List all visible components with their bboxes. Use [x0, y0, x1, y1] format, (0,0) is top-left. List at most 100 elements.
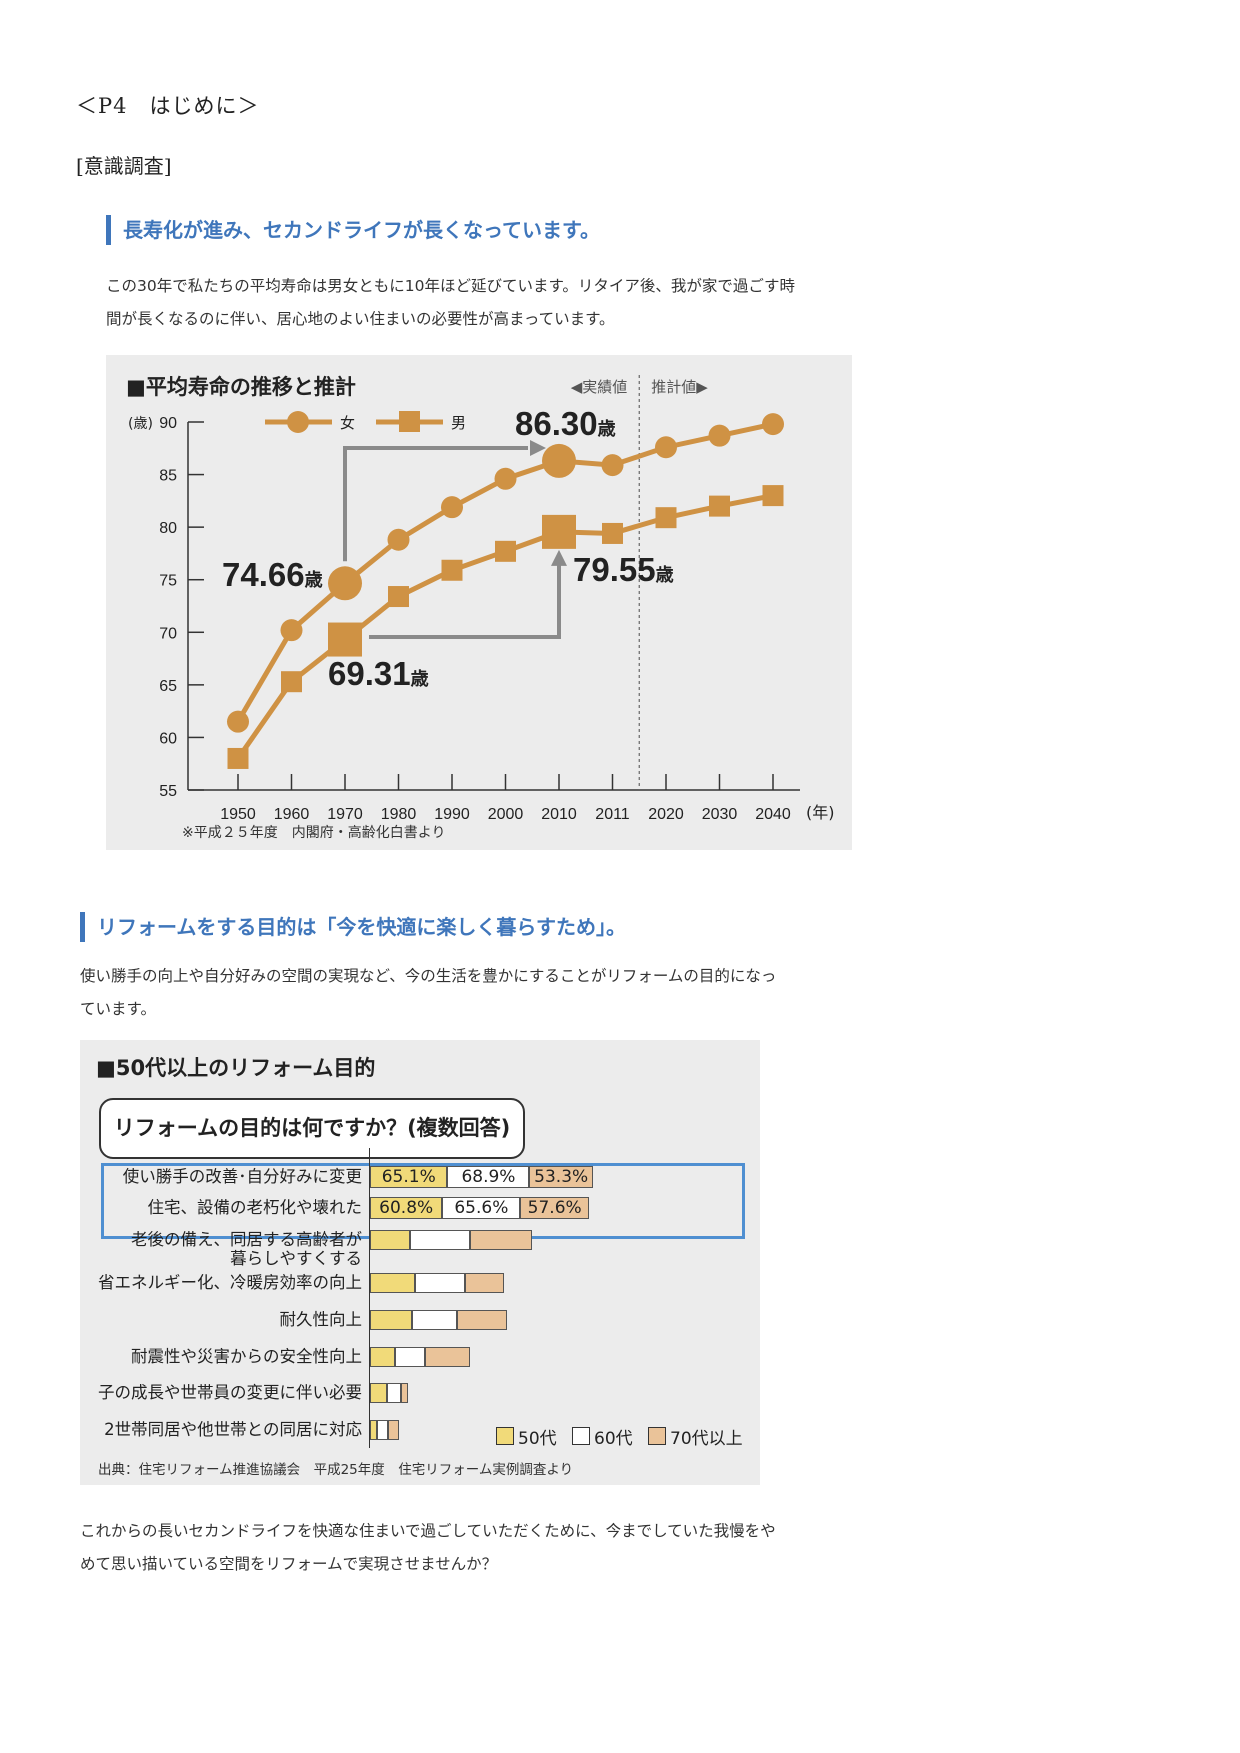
bar-segment-60s: 68.9%: [447, 1166, 530, 1188]
male-data-point: [762, 485, 784, 507]
bar-segment-70s: [465, 1273, 505, 1293]
bar-segment-60s: 65.6%: [442, 1197, 521, 1219]
x-tick-label: 1970: [327, 806, 363, 823]
bar-segment-50s: 65.1%: [370, 1166, 448, 1188]
legend-female-label: 女: [340, 414, 355, 432]
female-data-point: [542, 443, 576, 478]
bar-value-label: 53.3%: [534, 1167, 589, 1187]
legend-female-marker: [287, 411, 309, 433]
bar-segment-50s: [370, 1383, 387, 1403]
female-1970-callout: 74.66歳: [222, 556, 323, 593]
male-data-point: [655, 507, 677, 529]
bar-value-label: 65.1%: [381, 1167, 436, 1187]
female-data-point: [762, 413, 784, 436]
bar-baseline: [369, 1148, 370, 1448]
category-label: 省エネルギー化、冷暖房効率の向上: [98, 1273, 362, 1292]
y-tick-label: 80: [159, 520, 177, 537]
bar-segment-50s: [370, 1420, 378, 1440]
male-arrow-head: [551, 549, 567, 566]
legend-swatch-60s: [572, 1427, 590, 1445]
male-increase-arrow: [369, 563, 561, 639]
x-tick-label: 2011: [595, 806, 630, 823]
bar-segment-50s: 60.8%: [370, 1197, 443, 1219]
x-tick-label: 1950: [220, 806, 256, 823]
category-label: 耐久性向上: [279, 1310, 363, 1329]
male-data-point: [227, 747, 249, 769]
male-data-point: [495, 540, 516, 562]
bar-value-label: 60.8%: [379, 1198, 434, 1218]
category-label: 暮らしやすくする: [230, 1249, 362, 1268]
x-tick-label: 1990: [434, 806, 470, 823]
bar-segment-60s: [394, 1347, 425, 1367]
bar-segment-70s: [400, 1383, 409, 1403]
x-tick-label: 2020: [648, 806, 684, 823]
legend-male-label: 男: [451, 414, 466, 432]
legend-70s: 70代以上: [670, 1429, 743, 1449]
male-data-point: [709, 495, 730, 517]
bar-segment-60s: [410, 1230, 470, 1250]
bar-segment-70s: 53.3%: [529, 1166, 593, 1188]
section1-heading: 長寿化が進み、セカンドライフが長くなっています。: [106, 215, 600, 245]
bar-segment-60s: [386, 1383, 401, 1403]
category-label: 子の成長や世帯員の変更に伴い必要: [98, 1383, 362, 1402]
survey-subtitle: [意識調査]: [76, 154, 172, 178]
y-tick-label: 55: [159, 783, 177, 800]
bar-segment-50s: [370, 1310, 412, 1330]
female-data-point: [708, 424, 731, 447]
female-data-point: [494, 467, 517, 490]
male-series-line: [235, 493, 774, 760]
male-data-point: [602, 522, 623, 544]
female-increase-arrow: [343, 446, 528, 562]
chart2-title: ■50代以上のリフォーム目的: [96, 1056, 376, 1080]
section2-heading: リフォームをする目的は「今を快適に楽しく暮らすため」。: [80, 912, 626, 942]
closing-line1: これからの長いセカンドライフを快適な住まいで過ごしていただくために、今までしてい…: [80, 1522, 776, 1540]
bar-segment-60s: [411, 1310, 457, 1330]
female-2010-callout: 86.30歳: [515, 405, 616, 442]
category-label: 耐震性や災害からの安全性向上: [131, 1347, 362, 1366]
bar-segment-70s: [424, 1347, 470, 1367]
x-tick-label: 2010: [541, 806, 577, 823]
bar-segment-60s: [377, 1420, 388, 1440]
bar-segment-70s: [469, 1230, 532, 1250]
y-tick-label: 70: [159, 625, 177, 642]
section2-paragraph-line1: 使い勝手の向上や自分好みの空間の実現など、今の生活を豊かにすることがリフォームの…: [80, 967, 777, 985]
chart2-source: 出典：住宅リフォーム推進協議会 平成25年度 住宅リフォーム実例調査より: [98, 1462, 574, 1478]
bar-value-label: 68.9%: [461, 1167, 516, 1187]
male-data-point: [328, 622, 362, 657]
y-tick-label: 60: [159, 730, 177, 747]
x-tick-label: 2000: [488, 806, 524, 823]
category-label: 2世帯同居や他世帯との同居に対応: [104, 1420, 362, 1439]
female-data-point: [387, 528, 410, 551]
category-label: 住宅、設備の老朽化や壊れた: [147, 1198, 363, 1217]
x-tick-label: 1980: [381, 806, 417, 823]
section1-paragraph-line1: この30年で私たちの平均寿命は男女ともに10年ほど延びています。リタイア後、我が…: [106, 277, 796, 295]
forecast-values-label: 推計値▶: [651, 378, 708, 396]
legend-60s: 60代: [594, 1429, 633, 1449]
female-data-point: [227, 710, 249, 733]
bar-segment-70s: [456, 1310, 507, 1330]
bar-segment-70s: 57.6%: [520, 1197, 589, 1219]
bar-segment-70s: [387, 1420, 399, 1440]
page-title: ＜P4 はじめに＞: [76, 94, 260, 118]
legend-male-marker: [399, 411, 420, 432]
x-tick-label: 2030: [702, 806, 738, 823]
x-tick-label: 2040: [755, 806, 791, 823]
bar-value-label: 65.6%: [454, 1198, 509, 1218]
bar-segment-50s: [370, 1273, 416, 1293]
male-1970-callout: 69.31歳: [328, 655, 429, 692]
male-data-point: [542, 514, 576, 549]
bar-segment-50s: [370, 1347, 395, 1367]
female-arrow-head: [530, 440, 546, 456]
bar-segment-50s: [370, 1230, 411, 1250]
chart1-title: ■平均寿命の推移と推計: [126, 375, 356, 399]
legend-50s: 50代: [518, 1429, 557, 1449]
section1-paragraph-line2: 間が長くなるのに伴い、居心地のよい住まいの必要性が高まっています。: [106, 310, 615, 328]
closing-line2: めて思い描いている空間をリフォームで実現させませんか？: [80, 1555, 498, 1573]
y-tick-label: 85: [159, 468, 177, 485]
survey-question-box: リフォームの目的は何ですか？(複数回答): [99, 1098, 525, 1159]
category-label: 老後の備え、同居する高齢者が: [131, 1230, 362, 1249]
female-data-point: [601, 454, 624, 477]
female-data-point: [280, 619, 303, 642]
y-unit-label: (歳): [128, 416, 153, 432]
